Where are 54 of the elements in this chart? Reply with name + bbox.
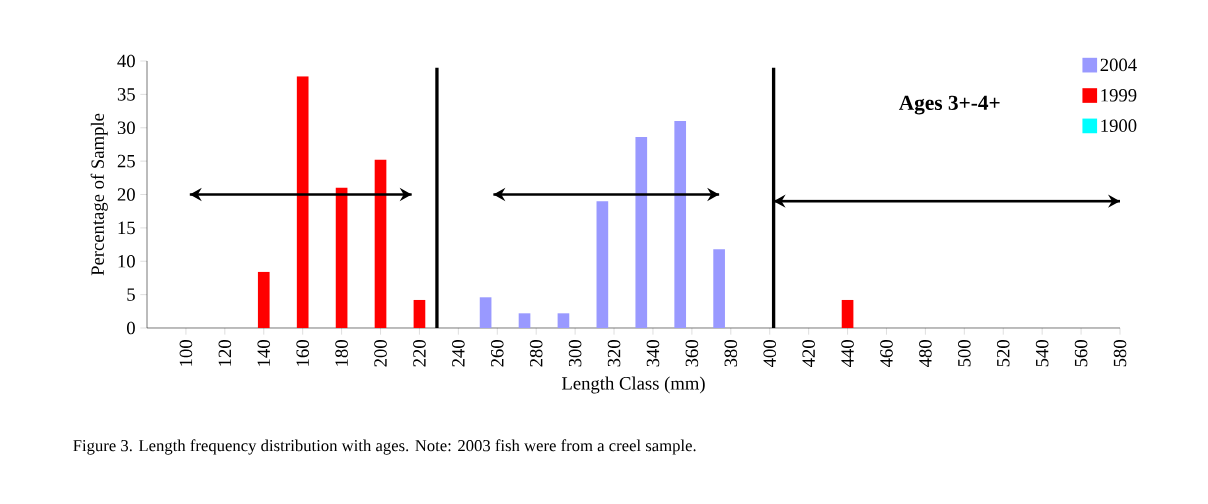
x-tick-label: 100 (179, 340, 193, 366)
x-tick-label: 260 (490, 340, 504, 367)
x-tick-label: 140 (257, 340, 271, 366)
x-tick-label: 180 (335, 340, 348, 366)
x-tick-label: 300 (568, 340, 582, 367)
x-tick-label: 480 (919, 340, 932, 368)
y-tick-label: 40 (117, 54, 135, 68)
legend-label: 1900 (1101, 119, 1137, 132)
legend-label: 2004 (1100, 58, 1137, 72)
x-tick-label: 400 (763, 340, 777, 368)
y-axis-title: Percentage of Sample (90, 113, 108, 276)
legend-label: 1999 (1101, 89, 1137, 102)
bar (841, 299, 854, 328)
x-axis-title: Length Class (mm) (561, 376, 705, 394)
bar (374, 159, 387, 328)
x-tick-label: 120 (218, 340, 232, 366)
y-tick-label: 10 (118, 254, 135, 268)
bar (413, 299, 426, 328)
bar (296, 76, 309, 328)
annotation: Ages 3+-4+ (898, 95, 1000, 115)
x-tick-label: 200 (374, 340, 387, 367)
bar (335, 187, 348, 328)
y-tick-label: 25 (117, 154, 135, 168)
y-tick-label: 0 (127, 321, 135, 335)
bar (257, 271, 270, 328)
caption: Figure 3. Length frequency distribution with ages. Note: 2003 fish were from a creel sample. (73, 439, 696, 455)
x-tick-label: 460 (880, 340, 893, 368)
bar (557, 313, 570, 328)
x-tick-label: 560 (1074, 340, 1088, 367)
x-tick-label: 340 (646, 340, 660, 367)
bar (713, 249, 725, 328)
x-tick-label: 280 (529, 340, 543, 367)
bar (674, 121, 687, 328)
x-tick-label: 360 (685, 340, 699, 367)
bar (635, 137, 648, 328)
x-tick-label: 420 (802, 340, 815, 368)
x-tick-label: 540 (1035, 340, 1049, 367)
x-tick-label: 380 (724, 340, 738, 367)
y-tick-label: 20 (117, 188, 135, 201)
y-tick-label: 30 (117, 121, 135, 135)
bar (518, 313, 531, 328)
x-tick-label: 440 (841, 340, 854, 368)
x-tick-label: 520 (996, 340, 1010, 367)
x-tick-label: 240 (452, 340, 465, 367)
x-tick-label: 500 (958, 340, 971, 367)
bar (596, 201, 609, 328)
x-tick-label: 160 (296, 340, 309, 366)
bar (479, 297, 492, 328)
y-tick-label: 5 (127, 288, 135, 301)
x-tick-label: 580 (1113, 340, 1127, 367)
x-tick-label: 220 (413, 340, 426, 367)
y-tick-label: 35 (117, 88, 135, 101)
x-tick-label: 320 (607, 340, 621, 367)
y-tick-label: 15 (118, 221, 135, 235)
